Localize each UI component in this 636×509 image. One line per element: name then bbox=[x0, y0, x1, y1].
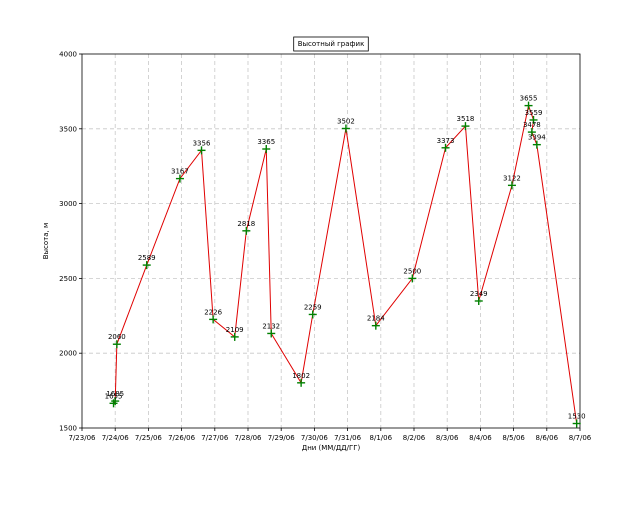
data-point-marker bbox=[408, 274, 417, 283]
data-point-marker bbox=[142, 261, 151, 270]
data-point-label: 3167 bbox=[171, 168, 189, 176]
data-point-marker bbox=[371, 321, 380, 330]
data-point-label: 1655 bbox=[105, 392, 123, 400]
x-axis-title: Дни (ММ/ДД/ГГ) bbox=[302, 444, 361, 452]
data-point-marker bbox=[572, 419, 581, 428]
x-tick-label: 8/2/06 bbox=[403, 434, 426, 442]
data-point-marker bbox=[175, 174, 184, 183]
x-tick-label: 8/5/06 bbox=[502, 434, 525, 442]
grid-lines bbox=[82, 54, 580, 428]
data-point-label: 2818 bbox=[237, 220, 255, 228]
data-point-label: 2259 bbox=[304, 303, 322, 311]
data-point-marker bbox=[230, 332, 239, 341]
y-axis-title: Высота, м bbox=[42, 223, 50, 260]
x-tick-label: 7/25/06 bbox=[135, 434, 163, 442]
x-tick-label: 7/30/06 bbox=[301, 434, 329, 442]
y-tick-label: 2500 bbox=[59, 275, 77, 283]
data-point-marker bbox=[242, 226, 251, 235]
x-tick-label: 7/24/06 bbox=[102, 434, 130, 442]
data-point-label: 2060 bbox=[108, 333, 126, 341]
data-point-label: 3478 bbox=[523, 121, 541, 129]
data-point-label: 3122 bbox=[503, 174, 521, 182]
data-point-label: 2226 bbox=[204, 308, 222, 316]
data-point-marker bbox=[507, 181, 516, 190]
data-point-marker bbox=[297, 378, 306, 387]
x-axis-ticks: 7/23/06 7/24/06 7/25/06 7/26/06 7/27/06 7/28/… bbox=[69, 428, 592, 442]
y-axis-ticks: 1500 2000 2500 3000 3500 4000 bbox=[59, 51, 82, 433]
data-point-marker bbox=[461, 122, 470, 131]
data-point-marker bbox=[308, 310, 317, 319]
x-tick-label: 8/3/06 bbox=[436, 434, 459, 442]
chart-title: Высотный график bbox=[298, 40, 365, 48]
x-tick-label: 7/26/06 bbox=[168, 434, 196, 442]
data-point-label: 3559 bbox=[525, 109, 543, 117]
x-tick-label: 8/1/06 bbox=[370, 434, 393, 442]
data-point-label: 3655 bbox=[520, 95, 538, 103]
data-point-marker bbox=[474, 296, 483, 305]
data-point-label: 2132 bbox=[262, 322, 280, 330]
data-point-label: 2500 bbox=[403, 267, 421, 275]
data-point-marker bbox=[262, 144, 271, 153]
data-point-label: 2109 bbox=[226, 326, 244, 334]
x-tick-label: 7/28/06 bbox=[235, 434, 263, 442]
data-point-label: 1530 bbox=[568, 413, 586, 421]
x-tick-label: 7/23/06 bbox=[69, 434, 97, 442]
y-tick-label: 1500 bbox=[59, 425, 77, 433]
data-point-marker bbox=[441, 143, 450, 152]
data-point-label: 3518 bbox=[457, 115, 475, 123]
data-point-label: 1802 bbox=[292, 372, 310, 380]
chart-title-frame bbox=[293, 36, 369, 52]
chart-title-box: Высотный график bbox=[293, 36, 369, 52]
data-point-label: 3365 bbox=[257, 138, 275, 146]
plot-frame bbox=[81, 53, 581, 429]
data-point-marker bbox=[111, 397, 120, 406]
y-tick-label: 4000 bbox=[59, 51, 77, 59]
data-point-marker bbox=[524, 101, 533, 110]
x-tick-label: 7/31/06 bbox=[334, 434, 362, 442]
data-point-markers bbox=[109, 101, 581, 428]
x-tick-label: 7/27/06 bbox=[201, 434, 229, 442]
data-point-marker bbox=[532, 140, 541, 149]
x-tick-label: 8/6/06 bbox=[536, 434, 559, 442]
data-point-marker bbox=[341, 124, 350, 133]
data-point-marker bbox=[112, 340, 121, 349]
data-point-label: 3356 bbox=[193, 139, 211, 147]
data-point-marker bbox=[209, 315, 218, 324]
data-point-label: 3502 bbox=[337, 118, 355, 126]
y-tick-label: 3000 bbox=[59, 200, 77, 208]
x-tick-label: 8/7/06 bbox=[569, 434, 592, 442]
data-point-label: 3373 bbox=[437, 137, 455, 145]
data-point-label: 2589 bbox=[138, 254, 156, 262]
data-point-label: 2184 bbox=[367, 315, 385, 323]
data-point-label: 2349 bbox=[470, 290, 488, 298]
data-point-marker bbox=[267, 329, 276, 338]
y-tick-label: 3500 bbox=[59, 125, 77, 133]
data-point-marker bbox=[529, 115, 538, 124]
data-point-marker bbox=[527, 128, 536, 137]
y-tick-label: 2000 bbox=[59, 350, 77, 358]
data-point-label: 1685 bbox=[106, 390, 124, 398]
x-tick-label: 8/4/06 bbox=[469, 434, 492, 442]
data-point-marker bbox=[197, 146, 206, 155]
data-point-label: 3394 bbox=[528, 134, 546, 142]
x-tick-label: 7/29/06 bbox=[268, 434, 296, 442]
